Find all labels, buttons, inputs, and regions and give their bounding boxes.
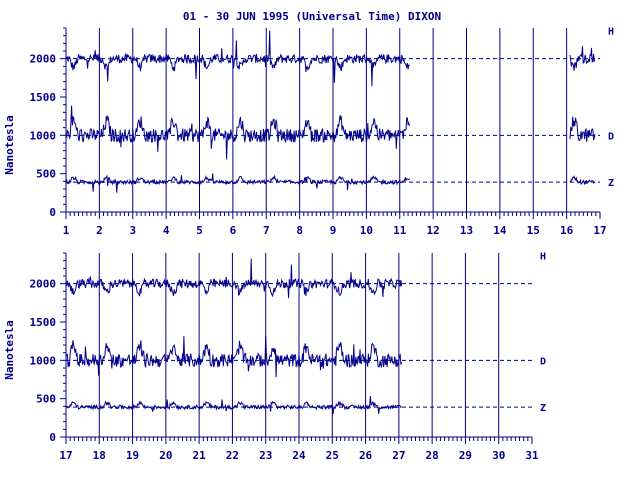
chart-title: 01 - 30 JUN 1995 (Universal Time) DIXON — [183, 10, 441, 23]
trace-D — [569, 116, 596, 142]
x-tick-label: 30 — [492, 449, 505, 462]
top-y-axis-label: Nanotesla — [3, 115, 16, 175]
series-label-H: H — [608, 27, 614, 38]
y-tick-label: 1500 — [30, 316, 57, 329]
trace-H — [65, 258, 403, 299]
x-tick-label: 25 — [326, 449, 339, 462]
trace-Z — [569, 174, 596, 186]
x-tick-label: 21 — [193, 449, 207, 462]
x-tick-label: 24 — [292, 449, 306, 462]
x-tick-label: 1 — [63, 224, 70, 237]
series-label-D: D — [608, 131, 614, 142]
y-tick-label: 2000 — [30, 53, 57, 66]
x-tick-label: 4 — [163, 224, 170, 237]
x-tick-label: 20 — [159, 449, 172, 462]
x-tick-label: 5 — [196, 224, 203, 237]
x-tick-label: 19 — [126, 449, 139, 462]
y-tick-label: 1500 — [30, 91, 57, 104]
x-tick-label: 18 — [93, 449, 106, 462]
trace-D — [65, 336, 403, 378]
y-tick-label: 2000 — [30, 278, 57, 291]
x-tick-label: 11 — [393, 224, 407, 237]
x-tick-label: 16 — [560, 224, 574, 237]
y-tick-label: 0 — [49, 206, 56, 219]
series-label-Z: Z — [540, 403, 546, 414]
series-label-Z: Z — [608, 178, 614, 189]
y-tick-label: 1000 — [30, 129, 57, 142]
x-tick-label: 10 — [360, 224, 373, 237]
y-tick-label: 0 — [49, 431, 56, 444]
x-tick-label: 8 — [296, 224, 303, 237]
x-tick-label: 2 — [96, 224, 103, 237]
x-tick-label: 17 — [59, 449, 72, 462]
x-tick-label: 13 — [460, 224, 473, 237]
x-tick-label: 23 — [259, 449, 272, 462]
trace-H — [65, 30, 410, 87]
trace-D — [65, 105, 410, 160]
x-tick-label: 7 — [263, 224, 270, 237]
x-tick-label: 29 — [459, 449, 472, 462]
series-label-H: H — [540, 252, 546, 263]
x-tick-label: 31 — [525, 449, 539, 462]
panel-top: 1 2 3 4 5 6 7 8 9 10 11 12 13 14 15 16 17050010001500200… — [30, 27, 615, 237]
x-tick-label: 17 — [593, 224, 606, 237]
x-tick-label: 3 — [129, 224, 136, 237]
y-tick-label: 500 — [36, 168, 56, 181]
x-tick-label: 27 — [392, 449, 405, 462]
x-tick-label: 6 — [230, 224, 237, 237]
trace-Z — [65, 396, 402, 415]
trace-Z — [65, 173, 410, 193]
x-tick-label: 22 — [226, 449, 239, 462]
y-tick-label: 500 — [36, 393, 56, 406]
x-tick-label: 15 — [527, 224, 540, 237]
x-tick-label: 9 — [330, 224, 337, 237]
x-tick-label: 28 — [426, 449, 439, 462]
bottom-y-axis-label: Nanotesla — [3, 320, 16, 380]
trace-H — [569, 46, 596, 71]
x-tick-label: 14 — [493, 224, 507, 237]
series-label-D: D — [540, 356, 546, 367]
y-tick-label: 1000 — [30, 354, 57, 367]
x-tick-label: 12 — [427, 224, 440, 237]
panel-bottom: 17 18 19 20 21 22 23 24 25 26 27 28 29 30 31 0 500 1000 15… — [30, 252, 547, 462]
x-tick-label: 26 — [359, 449, 373, 462]
